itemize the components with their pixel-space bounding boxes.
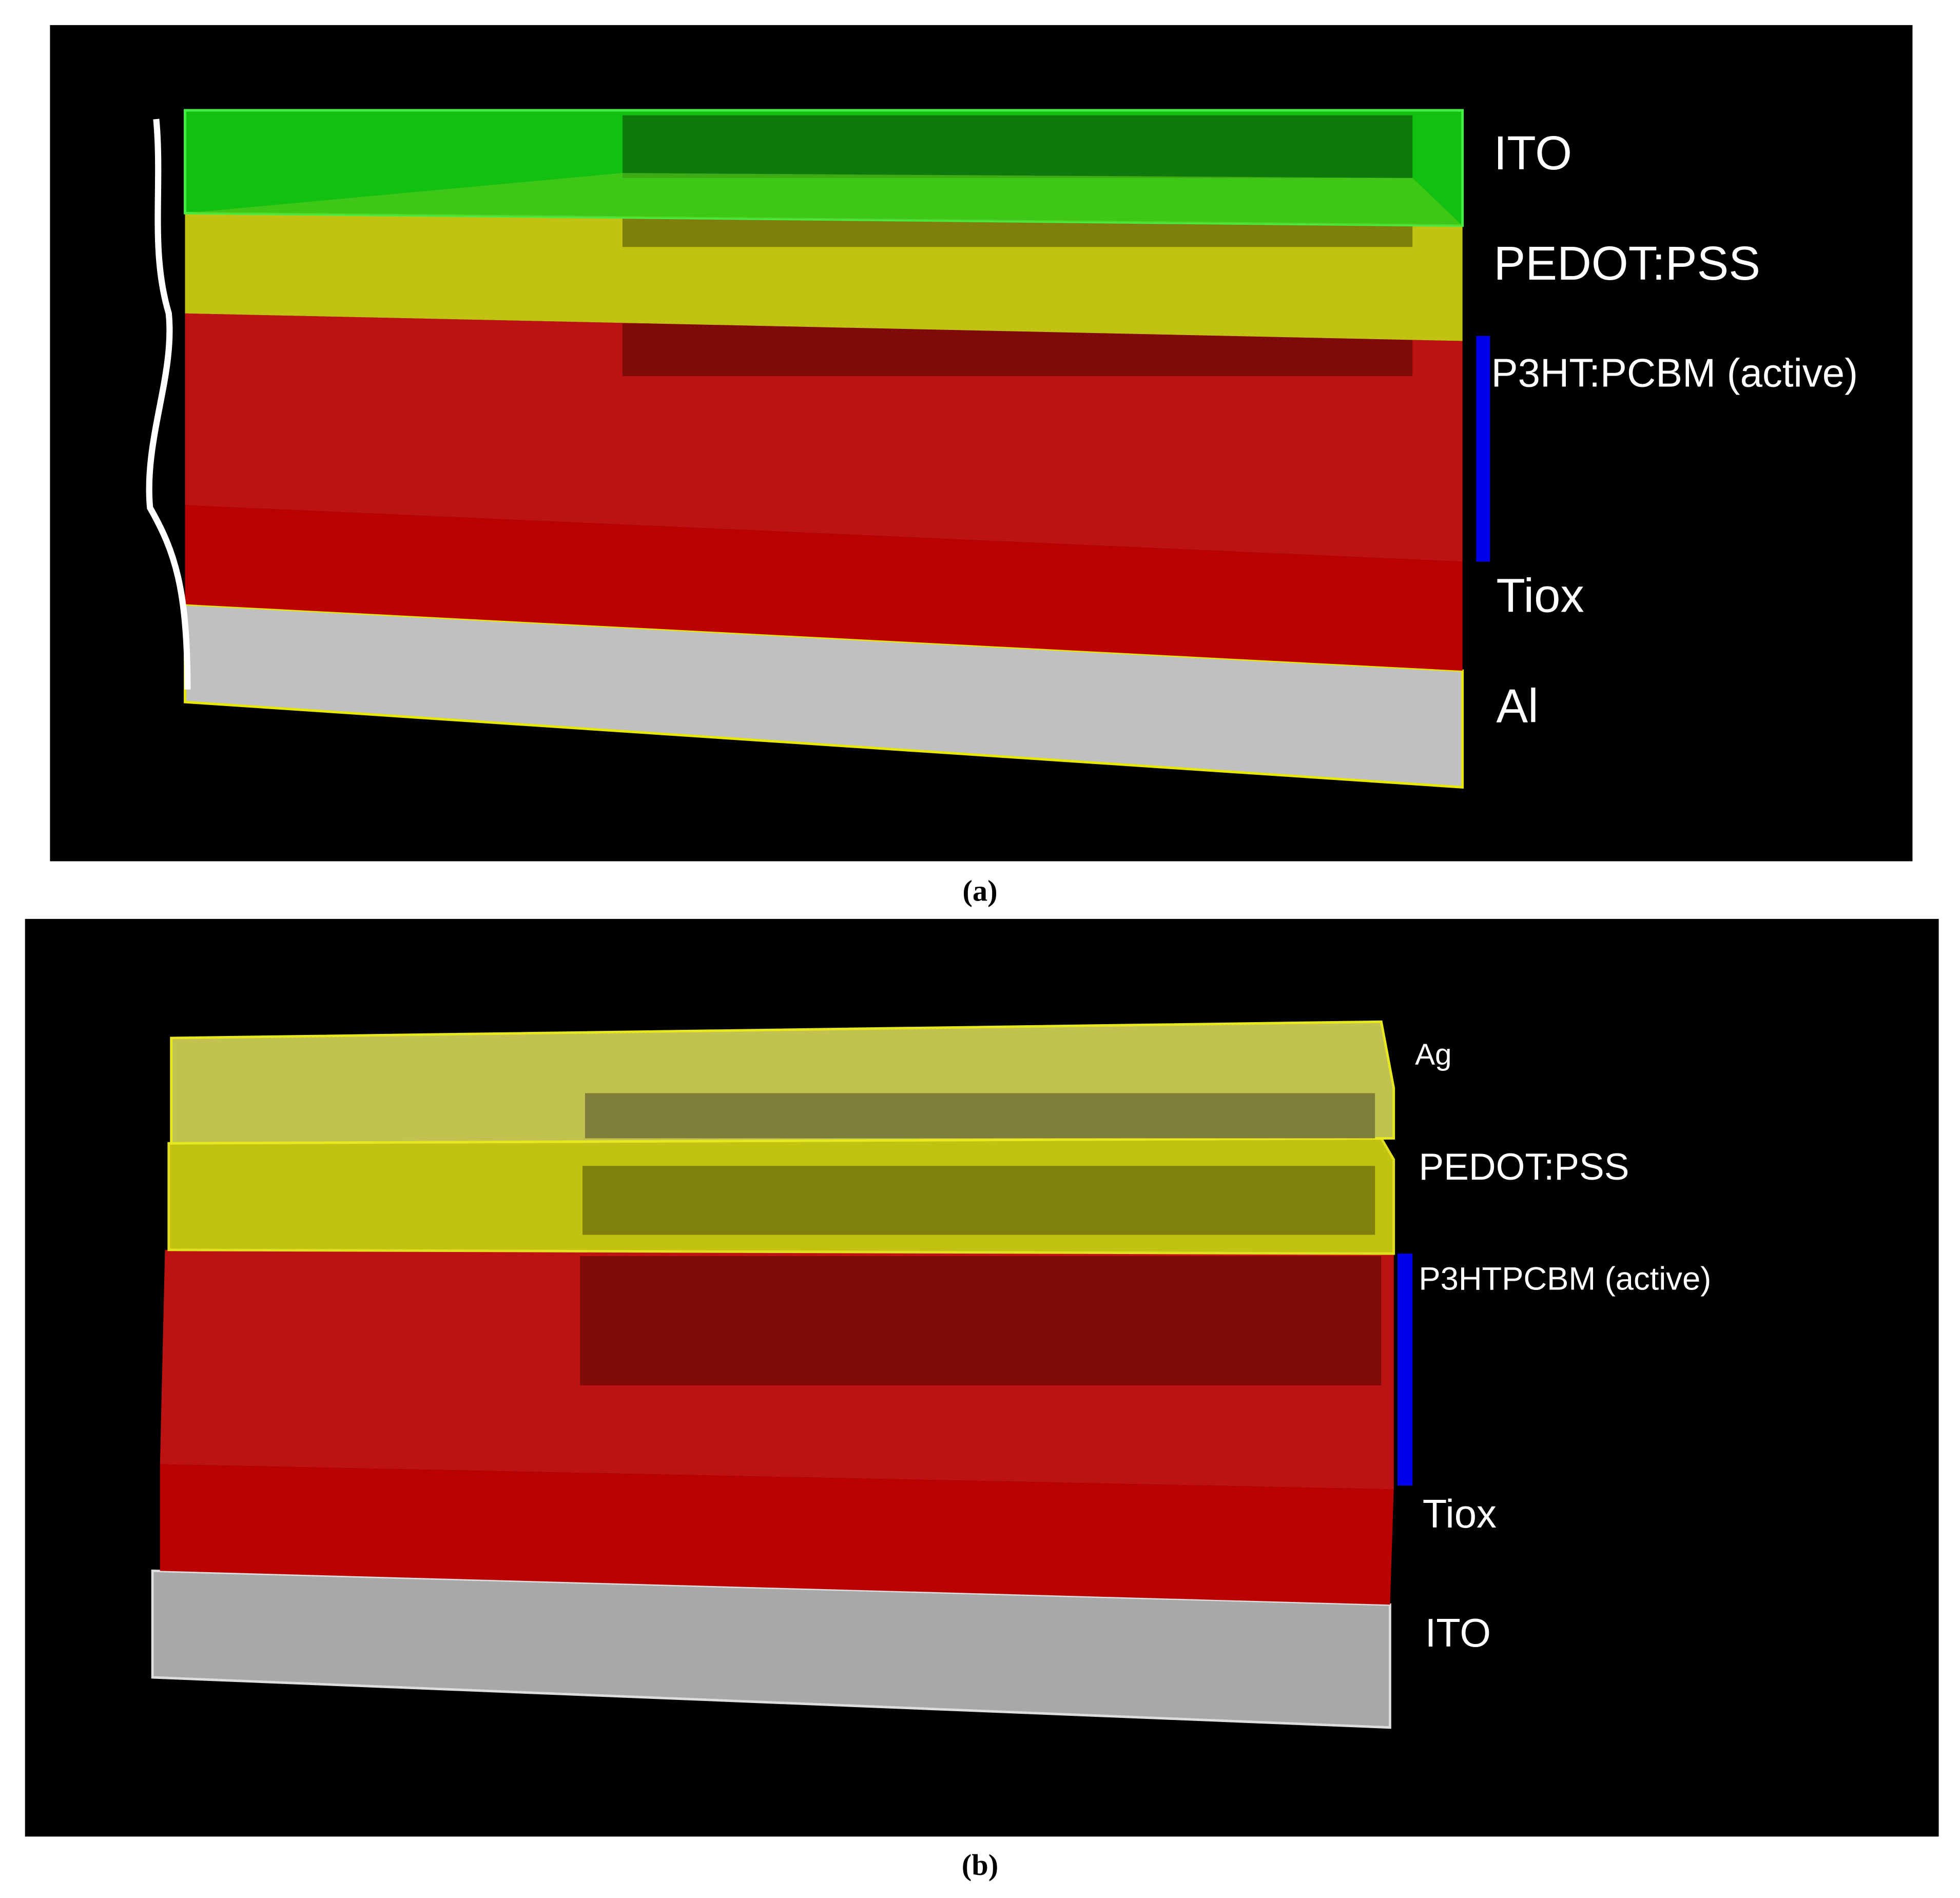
caption: (b) [962,1848,998,1882]
panel-b: Ag PEDOT:PSS P3HTPCBM (active) Tiox ITO [25,918,1939,1837]
ito-face [185,173,1463,226]
layer-label: PEDOT:PSS [1419,1146,1629,1188]
ito-inner [622,115,1413,178]
pedot-inner [582,1166,1375,1235]
layer-label: P3HTPCBM (active) [1419,1261,1711,1297]
layer-label: ITO [1494,126,1573,180]
panel-a: ITO PEDOT:PSS P3HT:PCBM (active) Tiox Al [50,25,1913,862]
layer-label: Tiox [1423,1491,1497,1536]
tiox-layer [185,505,1463,671]
layer-label: ITO [1425,1610,1491,1655]
ito-layer [151,1569,1391,1729]
profile-curve [146,119,191,690]
layer-label: Ag [1415,1038,1451,1071]
active-inner [580,1256,1382,1385]
caption: (a) [962,874,997,907]
active-marker [1397,1254,1413,1486]
active-marker [1476,336,1490,562]
layer-label: PEDOT:PSS [1494,237,1760,290]
ag-inner [585,1093,1375,1139]
layer-label: Tiox [1496,569,1584,622]
layer-label: Al [1496,679,1538,732]
tiox-layer [160,1464,1394,1605]
layer-label: P3HT:PCBM (active) [1491,350,1858,396]
